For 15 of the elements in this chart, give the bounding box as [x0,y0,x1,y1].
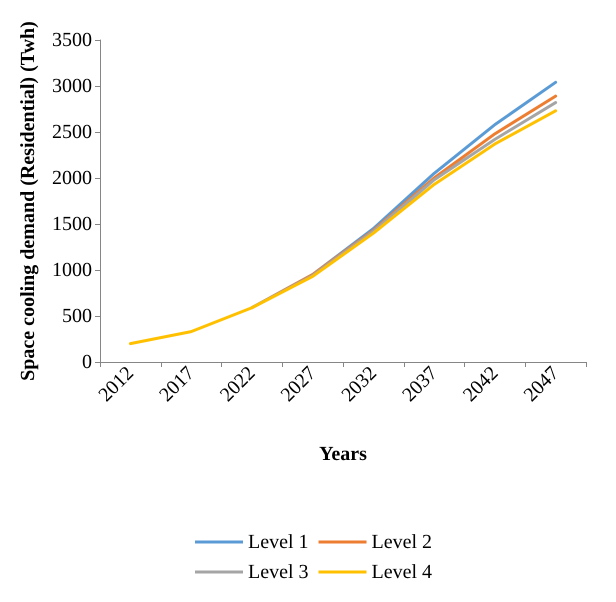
y-tick-label: 3000 [52,75,92,97]
legend-label: Level 2 [372,531,432,553]
line-series [128,109,558,346]
x-axis-title: Years [319,443,368,465]
legend-label: Level 3 [248,561,309,583]
y-tick-label: 3500 [52,29,92,51]
y-tick-label: 1000 [52,259,92,281]
y-tick-label: 0 [82,351,92,373]
y-tick-label: 2000 [52,167,92,189]
y-tick-label: 2500 [52,121,92,143]
y-axis-title: Space cooling demand (Residential) (Twh) [17,21,39,381]
y-tick-label: 1500 [52,213,92,235]
legend-label: Level 1 [248,531,309,553]
legend-label: Level 4 [372,561,432,583]
y-tick-label: 500 [62,305,92,327]
